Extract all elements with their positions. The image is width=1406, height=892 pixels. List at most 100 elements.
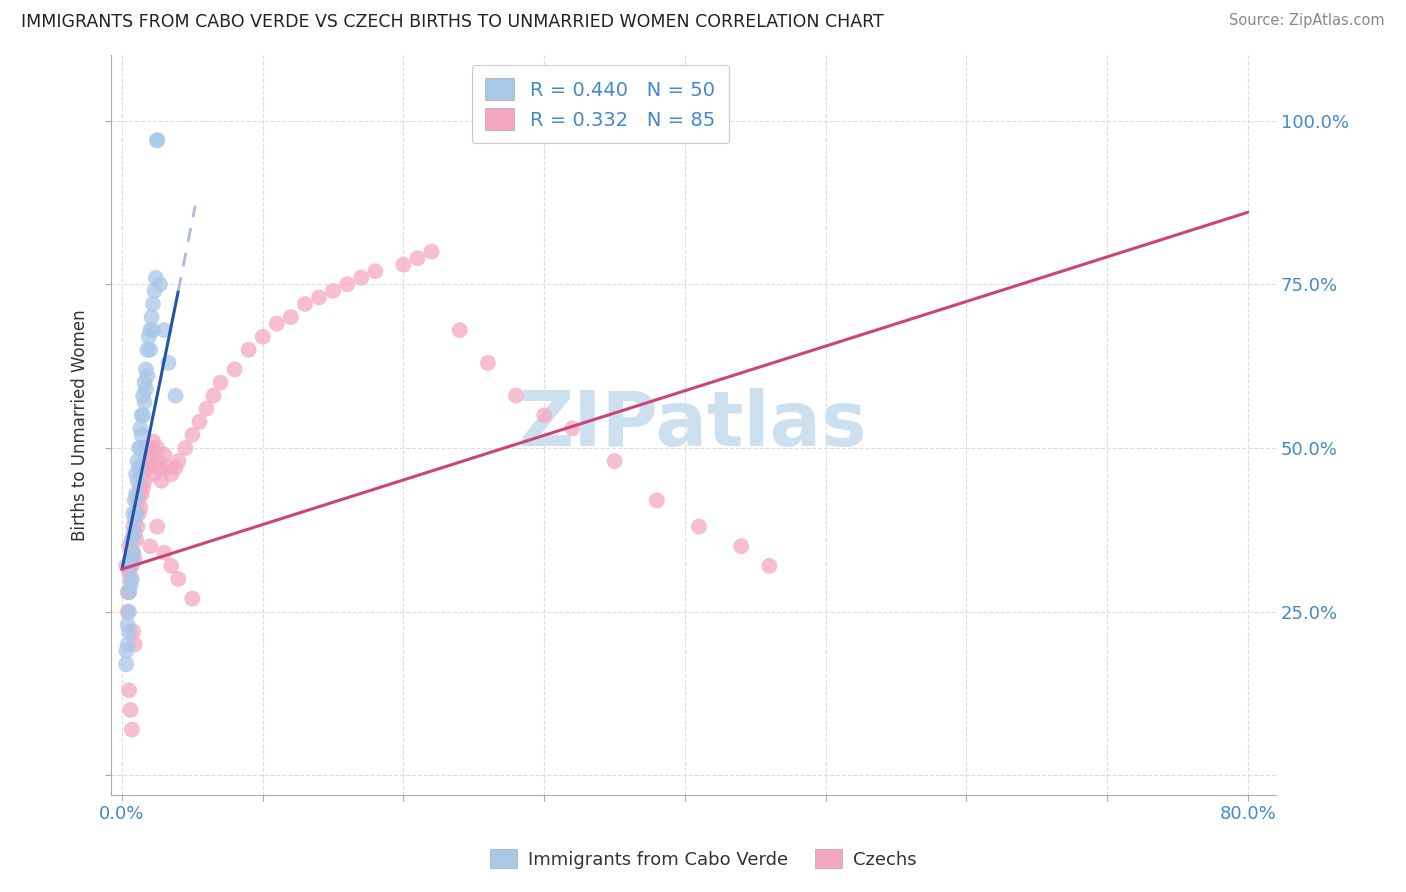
Point (121, 533, 143, 547)
Point (120, 578, 142, 592)
Point (127, 519, 149, 533)
Point (143, 284, 166, 298)
Point (167, 454, 190, 468)
Point (150, 474, 173, 488)
Point (115, 657, 138, 672)
Point (146, 133, 169, 147)
Point (138, 448, 160, 462)
Point (146, 133, 169, 147)
Point (167, 572, 190, 586)
Point (122, 624, 145, 639)
Point (141, 441, 163, 455)
Point (121, 533, 143, 547)
Point (117, 637, 139, 651)
Point (188, 415, 211, 429)
Legend: R = 0.440   N = 50, R = 0.332   N = 85: R = 0.440 N = 50, R = 0.332 N = 85 (471, 65, 728, 144)
Point (122, 507, 145, 521)
Point (118, 683, 141, 698)
Point (124, 513, 146, 527)
Point (128, 441, 150, 455)
Point (124, 526, 146, 541)
Point (127, 454, 149, 468)
Point (181, 591, 204, 606)
Point (156, 460, 179, 475)
Point (132, 480, 155, 494)
Point (157, 356, 180, 370)
Point (120, 552, 142, 566)
Point (420, 244, 443, 259)
Point (142, 434, 165, 449)
Point (118, 605, 141, 619)
Point (308, 290, 330, 304)
Point (125, 467, 148, 482)
Point (129, 421, 152, 435)
Point (122, 519, 145, 533)
Point (115, 558, 138, 573)
Point (129, 441, 152, 455)
Point (160, 558, 183, 573)
Point (122, 526, 145, 541)
Point (118, 539, 141, 553)
Point (149, 277, 172, 292)
Text: IMMIGRANTS FROM CABO VERDE VS CZECH BIRTHS TO UNMARRIED WOMEN CORRELATION CHART: IMMIGRANTS FROM CABO VERDE VS CZECH BIRT… (21, 13, 884, 31)
Point (124, 637, 146, 651)
Point (153, 448, 176, 462)
Point (449, 323, 471, 337)
Point (645, 493, 668, 508)
Text: Source: ZipAtlas.com: Source: ZipAtlas.com (1229, 13, 1385, 29)
Point (758, 558, 780, 573)
Point (134, 376, 156, 390)
Text: ZIPatlas: ZIPatlas (519, 388, 868, 462)
Point (128, 507, 150, 521)
Point (132, 389, 155, 403)
Point (505, 389, 527, 403)
Point (136, 369, 159, 384)
Point (406, 251, 429, 265)
Point (139, 323, 162, 337)
Point (561, 421, 583, 435)
Point (128, 487, 150, 501)
Point (160, 467, 183, 482)
Point (135, 382, 157, 396)
Point (122, 546, 145, 560)
Point (139, 539, 162, 553)
Point (153, 546, 176, 560)
Point (477, 356, 499, 370)
Point (209, 376, 232, 390)
Point (148, 454, 170, 468)
Point (129, 500, 152, 514)
Point (165, 389, 187, 403)
Point (118, 566, 141, 580)
Legend: Immigrants from Cabo Verde, Czechs: Immigrants from Cabo Verde, Czechs (482, 841, 924, 876)
Point (125, 487, 148, 501)
Point (125, 507, 148, 521)
Point (136, 460, 159, 475)
Point (124, 552, 146, 566)
Point (533, 409, 555, 423)
Point (128, 460, 150, 475)
Point (364, 264, 387, 278)
Point (280, 310, 302, 324)
Point (121, 572, 143, 586)
Point (127, 493, 149, 508)
Point (145, 270, 167, 285)
Point (132, 460, 155, 475)
Point (322, 284, 344, 298)
Point (139, 343, 162, 357)
Point (115, 644, 138, 658)
Point (121, 723, 143, 737)
Point (149, 460, 172, 475)
Point (603, 454, 626, 468)
Point (131, 428, 153, 442)
Point (350, 270, 373, 285)
Point (117, 585, 139, 599)
Point (118, 585, 141, 599)
Point (121, 558, 143, 573)
Point (120, 558, 142, 573)
Point (136, 343, 159, 357)
Point (118, 624, 141, 639)
Point (266, 317, 288, 331)
Y-axis label: Births to Unmarried Women: Births to Unmarried Women (72, 310, 89, 541)
Point (122, 546, 145, 560)
Point (392, 258, 415, 272)
